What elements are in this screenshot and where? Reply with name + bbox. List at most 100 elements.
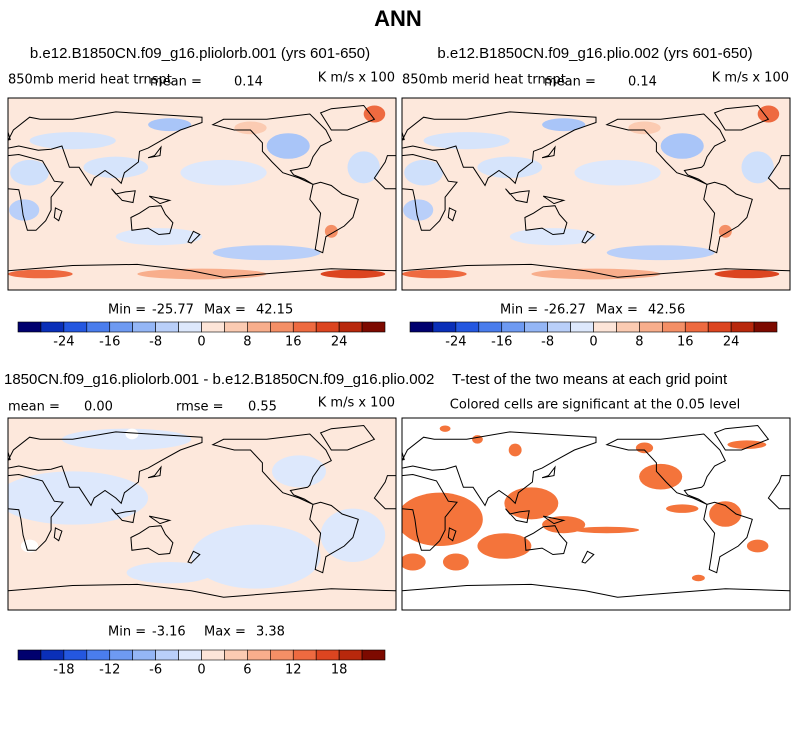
colorbar-tick-label: -6	[149, 663, 162, 678]
coastline	[309, 181, 359, 254]
field-region	[115, 228, 202, 246]
colorbar-box	[730, 321, 755, 333]
field-region	[757, 105, 780, 123]
coastline	[605, 433, 726, 505]
field-region	[714, 269, 780, 279]
colorbar-box	[132, 321, 156, 333]
colorbar-tick-label: 0	[589, 335, 597, 350]
panel-title: 1850CN.f09_g16.pliolorb.001 - b.e12.B185…	[4, 371, 434, 388]
coastline	[187, 550, 201, 564]
field-region	[666, 504, 699, 513]
colorbar-tick-label: 24	[723, 335, 740, 350]
coastline	[605, 113, 726, 185]
colorbar-box	[455, 321, 480, 333]
max-value: 42.15	[256, 303, 293, 318]
coastline	[703, 501, 753, 574]
colorbar-box	[361, 321, 386, 333]
coastline	[147, 465, 162, 479]
max-label: Max =	[204, 625, 246, 640]
field-region	[727, 440, 767, 449]
min-value: -25.77	[152, 303, 194, 318]
colorbar-box	[409, 321, 434, 333]
colorbar-box	[338, 321, 363, 333]
coastline	[524, 205, 568, 236]
field-region	[660, 133, 704, 159]
coastline	[373, 155, 396, 190]
coastline	[53, 527, 63, 542]
colorbar-box	[247, 321, 271, 333]
colorbar-box	[155, 321, 179, 333]
coastline	[148, 195, 172, 205]
coastline	[402, 473, 458, 551]
coastline	[130, 205, 174, 236]
colorbar-tick-label: -12	[99, 663, 120, 678]
mean-value: 0.14	[628, 75, 657, 90]
coastline	[505, 508, 530, 524]
max-label: Max =	[596, 303, 638, 318]
coastline	[319, 104, 376, 131]
map-frame	[401, 97, 791, 291]
map-field	[402, 98, 790, 290]
field-region	[504, 487, 559, 520]
coastline	[8, 451, 11, 461]
colorbar-box	[478, 321, 503, 333]
field-region	[635, 442, 654, 454]
colorbar-box	[593, 321, 617, 333]
coastline	[8, 153, 64, 231]
coastline	[402, 131, 405, 141]
min-label: Min =	[108, 303, 146, 318]
coastline	[211, 113, 332, 185]
field-region	[709, 501, 742, 527]
field-region	[83, 156, 149, 178]
coastline	[8, 583, 396, 610]
max-value: 42.56	[648, 303, 685, 318]
map	[8, 418, 396, 610]
coastline	[402, 111, 597, 187]
colorbar-box	[662, 321, 686, 333]
max-label: Max =	[204, 303, 246, 318]
coastline	[187, 230, 201, 244]
coastline	[309, 501, 359, 574]
field-region	[442, 553, 469, 571]
field-region	[439, 425, 451, 432]
min-label: Min =	[500, 303, 538, 318]
mean-value: 0.00	[84, 400, 113, 415]
colorbar-tick-label: 12	[285, 663, 302, 678]
coastline	[111, 508, 136, 524]
field-region	[477, 156, 543, 178]
colorbar-box	[524, 321, 548, 333]
coastline	[505, 188, 530, 204]
field-region	[148, 118, 192, 132]
colorbar-tick-label: 8	[243, 335, 251, 350]
min-value: -26.27	[544, 303, 586, 318]
colorbar-tick-label: 0	[197, 663, 205, 678]
colorbar-box	[17, 649, 42, 661]
colorbar-tick-label: -8	[541, 335, 554, 350]
field-label: 850mb merid heat trnspt	[402, 73, 566, 88]
colorbar-box	[40, 321, 65, 333]
units: K m/s x 100	[712, 71, 789, 86]
panel-title: T-test of the two means at each grid poi…	[452, 371, 728, 388]
field-region	[574, 526, 640, 534]
map-frame	[401, 417, 791, 611]
coastline	[373, 475, 396, 510]
field-region	[272, 455, 326, 488]
colorbar-box	[178, 321, 202, 333]
coastline	[447, 207, 457, 222]
map-frame	[7, 97, 397, 291]
mean-label: mean =	[544, 75, 596, 90]
field-region	[741, 151, 774, 184]
field-region	[574, 159, 661, 186]
field-region	[402, 553, 426, 571]
field-region	[8, 471, 149, 525]
coastline	[8, 131, 11, 141]
colorbar-tick-label: 0	[197, 335, 205, 350]
coastline	[713, 424, 770, 451]
units: K m/s x 100	[318, 71, 395, 86]
colorbar-box	[432, 321, 457, 333]
map-frame	[7, 417, 397, 611]
colorbar-box	[155, 649, 179, 661]
mean-label: mean =	[150, 75, 202, 90]
colorbar-tick-label: 16	[677, 335, 694, 350]
